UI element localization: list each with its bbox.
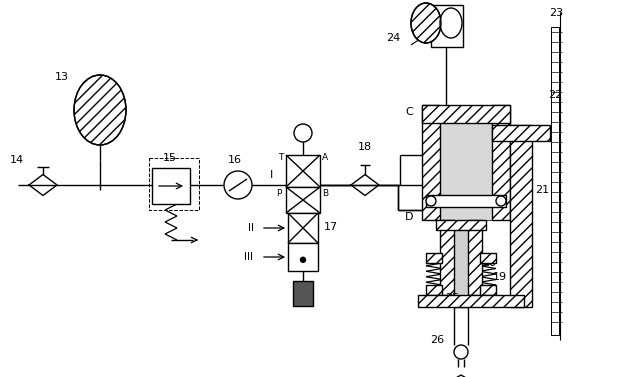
Text: 25: 25	[445, 293, 459, 303]
Bar	[440, 123, 492, 195]
Bar	[492, 105, 510, 220]
Bar	[293, 281, 313, 306]
Bar	[454, 230, 468, 295]
Bar	[551, 27, 559, 335]
Bar	[468, 220, 482, 295]
Bar	[422, 105, 510, 123]
Text: P: P	[276, 189, 281, 198]
Text: 22: 22	[548, 90, 562, 100]
Text: 20: 20	[482, 258, 496, 268]
Text: II: II	[248, 223, 254, 233]
Bar	[152, 168, 190, 204]
Text: B: B	[322, 189, 328, 198]
Ellipse shape	[440, 8, 462, 38]
Bar	[288, 213, 318, 243]
Text: 13: 13	[55, 72, 69, 82]
Circle shape	[294, 124, 312, 142]
Bar	[510, 125, 532, 307]
Bar	[492, 125, 550, 141]
Bar	[440, 220, 454, 295]
Bar	[426, 285, 442, 295]
Bar	[426, 253, 442, 263]
Ellipse shape	[74, 75, 126, 145]
Bar	[288, 243, 318, 271]
Text: I: I	[270, 170, 273, 180]
Bar	[431, 5, 463, 47]
Text: C: C	[405, 107, 413, 117]
Bar	[422, 105, 440, 220]
Text: 21: 21	[535, 185, 549, 195]
Circle shape	[496, 196, 506, 206]
Bar	[286, 155, 320, 187]
Text: III: III	[244, 252, 253, 262]
Text: 16: 16	[228, 155, 242, 165]
Text: 26: 26	[430, 335, 444, 345]
Bar	[286, 187, 320, 213]
Text: 19: 19	[493, 272, 507, 282]
Text: 15: 15	[163, 153, 177, 163]
Text: 23: 23	[549, 8, 563, 18]
Bar	[480, 253, 496, 263]
Circle shape	[454, 345, 468, 359]
Text: 17: 17	[324, 222, 338, 232]
Ellipse shape	[411, 3, 441, 43]
Bar	[436, 220, 486, 230]
Polygon shape	[366, 375, 556, 377]
Circle shape	[224, 171, 252, 199]
Text: A: A	[322, 153, 328, 162]
Text: 18: 18	[358, 142, 372, 152]
Text: T: T	[278, 153, 283, 162]
Bar	[480, 285, 496, 295]
Bar	[440, 207, 492, 220]
Text: D: D	[405, 212, 413, 222]
Bar	[426, 195, 506, 207]
Circle shape	[426, 196, 436, 206]
Circle shape	[300, 257, 305, 262]
Bar	[149, 158, 199, 210]
Text: 24: 24	[386, 33, 400, 43]
Bar	[418, 295, 524, 307]
Text: 14: 14	[10, 155, 24, 165]
